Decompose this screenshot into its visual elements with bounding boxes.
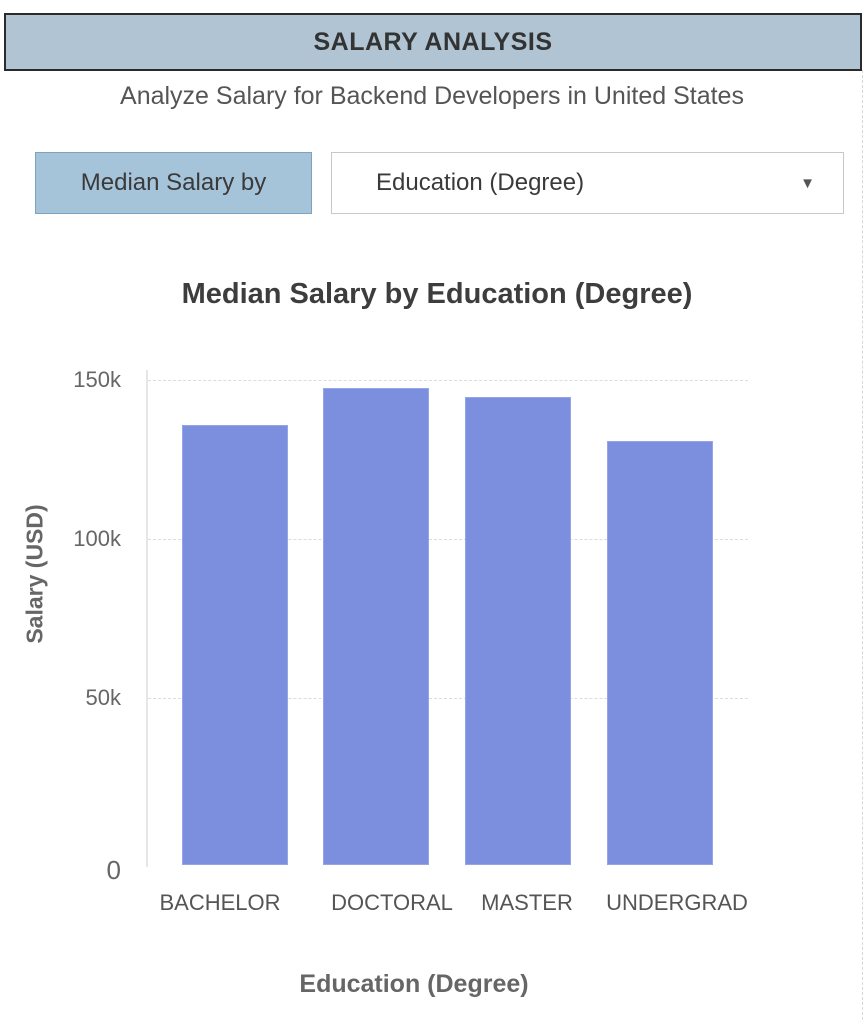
dropdown-selected-value: Education (Degree): [376, 169, 585, 196]
bar-doctoral[interactable]: [323, 387, 429, 865]
page-subtitle: Analyze Salary for Backend Developers in…: [120, 82, 744, 110]
chart-title: Median Salary by Education (Degree): [181, 278, 693, 310]
gridline: [148, 539, 748, 540]
app-header: SALARY ANALYSIS: [4, 13, 862, 71]
triangle-down-icon[interactable]: ▼: [800, 174, 815, 192]
gridline: [148, 698, 748, 699]
y-tick-label: 0: [106, 855, 121, 885]
bar-bachelor[interactable]: [182, 424, 288, 865]
scrollbar-edge: [862, 70, 863, 1020]
x-axis-label: Education (Degree): [299, 970, 529, 998]
y-tick-label: 100k: [73, 526, 121, 551]
x-tick-label: DOCTORAL: [331, 890, 453, 915]
gridline: [148, 380, 748, 381]
median-salary-by-label: Median Salary by: [35, 152, 312, 214]
group-by-dropdown[interactable]: Education (Degree) ▼: [331, 152, 844, 214]
bar-undergrad[interactable]: [607, 441, 713, 865]
bar-master[interactable]: [465, 396, 571, 865]
y-axis-line: [146, 370, 148, 867]
x-tick-label: MASTER: [481, 890, 573, 915]
page-title: SALARY ANALYSIS: [313, 27, 553, 56]
x-tick-label: UNDERGRAD: [606, 890, 748, 915]
y-tick-label: 50k: [85, 685, 121, 710]
y-axis-label: Salary (USD): [21, 504, 48, 644]
y-tick-label: 150k: [73, 367, 121, 392]
x-tick-label: BACHELOR: [159, 890, 281, 915]
